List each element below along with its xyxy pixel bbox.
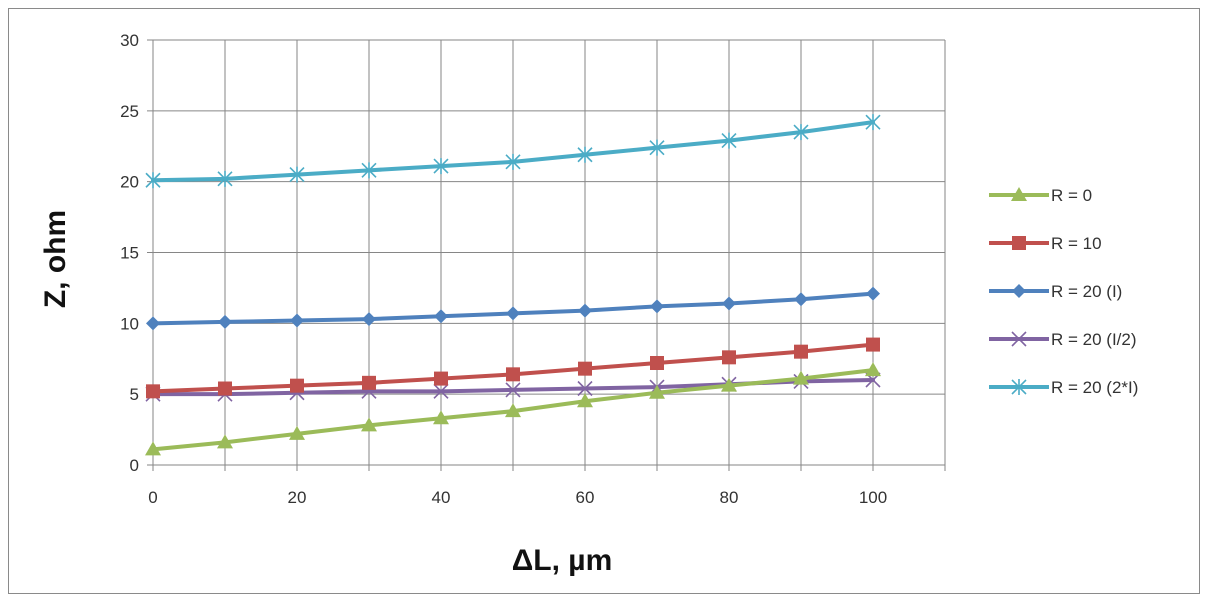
data-point-square: [506, 367, 520, 382]
data-point-star: [433, 158, 449, 175]
legend-item-3: R = 20 (I): [989, 282, 1122, 301]
y-tick-label: 10: [120, 314, 139, 333]
x-tick-label: 0: [148, 488, 157, 507]
legend-item-4: R = 20 (I/2): [989, 330, 1137, 349]
data-point-square: [578, 361, 592, 376]
data-point-diamond: [146, 316, 160, 331]
x-axis-title: ΔL, µm: [512, 544, 613, 577]
y-axis-title: Z, ohm: [39, 210, 72, 308]
data-point-star: [1011, 379, 1027, 395]
data-point-triangle: [577, 393, 593, 408]
data-point-star: [289, 166, 305, 183]
data-point-diamond: [218, 314, 232, 329]
data-point-triangle: [145, 441, 161, 456]
series-2: [146, 337, 880, 399]
y-tick-label: 25: [120, 102, 139, 121]
data-point-square: [866, 337, 880, 352]
data-point-triangle: [649, 384, 665, 399]
series-3: [146, 286, 880, 331]
data-point-square: [290, 378, 304, 393]
x-tick-label: 40: [432, 488, 451, 507]
data-point-square: [362, 375, 376, 390]
data-point-diamond: [722, 296, 736, 311]
data-point-star: [649, 139, 665, 156]
data-point-square: [650, 356, 664, 370]
data-point-square: [1012, 236, 1026, 250]
y-tick-label: 30: [120, 31, 139, 50]
x-tick-label: 80: [720, 488, 739, 507]
data-point-triangle: [361, 417, 377, 432]
data-point-diamond: [794, 292, 808, 307]
y-tick-label: 20: [120, 173, 139, 192]
legend-label: R = 10: [1051, 234, 1102, 253]
y-tick-labels: 0 5 10 15 20 25 30: [120, 31, 139, 475]
data-point-triangle: [505, 403, 521, 418]
data-point-diamond: [362, 312, 376, 327]
data-point-x: [505, 382, 521, 398]
x-tick-label: 100: [859, 488, 887, 507]
series-1: [145, 362, 881, 456]
data-point-star: [721, 132, 737, 149]
data-point-x: [433, 383, 449, 399]
data-point-triangle: [721, 377, 737, 392]
x-tick-label: 20: [288, 488, 307, 507]
data-point-x: [1011, 331, 1027, 347]
data-point-square: [722, 350, 736, 365]
y-tick-label: 0: [130, 456, 139, 475]
data-point-diamond: [650, 299, 664, 314]
data-point-x: [577, 380, 593, 397]
data-point-square: [146, 384, 160, 399]
legend-item-2: R = 10: [989, 234, 1102, 253]
series-5: [145, 114, 881, 189]
data-point-star: [865, 114, 881, 131]
data-point-star: [505, 153, 521, 170]
data-point-diamond: [866, 286, 880, 301]
data-point-triangle: [433, 410, 449, 425]
data-point-triangle: [793, 370, 809, 385]
data-point-diamond: [506, 306, 520, 321]
data-point-triangle: [1011, 187, 1027, 201]
data-point-diamond: [578, 303, 592, 318]
legend-item-5: R = 20 (2*I): [989, 378, 1138, 397]
legend-label: R = 20 (I): [1051, 282, 1122, 301]
data-point-star: [361, 162, 377, 179]
data-point-triangle: [217, 434, 233, 449]
data-point-square: [434, 371, 448, 386]
data-point-diamond: [434, 309, 448, 324]
y-tick-label: 5: [130, 385, 139, 404]
legend-label: R = 20 (2*I): [1051, 378, 1138, 397]
legend: R = 0 R = 10 R = 20 (I) R = 20 (I/2) R = 20 …: [989, 186, 1138, 397]
data-point-square: [218, 381, 232, 396]
data-point-star: [577, 146, 593, 163]
data-point-star: [145, 172, 161, 189]
legend-label: R = 20 (I/2): [1051, 330, 1137, 349]
legend-label: R = 0: [1051, 186, 1092, 205]
legend-item-1: R = 0: [989, 186, 1092, 205]
data-point-square: [794, 344, 808, 359]
y-tick-label: 15: [120, 244, 139, 263]
data-point-star: [217, 170, 233, 187]
data-point-triangle: [289, 425, 305, 440]
series-lines: [145, 114, 881, 456]
x-tick-label: 60: [576, 488, 595, 507]
x-tick-labels: 0 20 40 60 80 100: [148, 488, 887, 507]
data-point-star: [793, 124, 809, 141]
data-point-diamond: [290, 313, 304, 328]
data-point-triangle: [865, 362, 881, 377]
data-point-diamond: [1012, 284, 1026, 298]
